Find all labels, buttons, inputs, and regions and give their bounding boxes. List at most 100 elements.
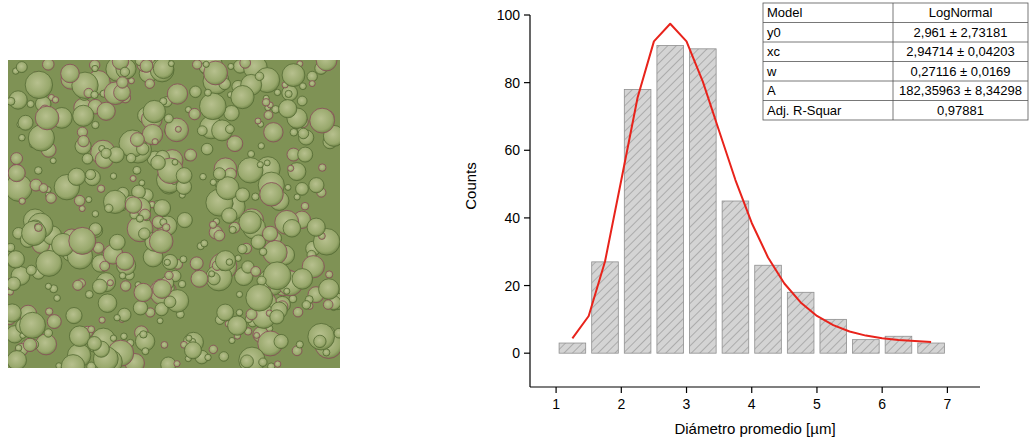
droplet <box>288 163 306 181</box>
droplet <box>157 318 163 324</box>
droplet <box>121 281 131 291</box>
droplet <box>16 62 27 73</box>
droplet <box>222 208 237 223</box>
droplet <box>79 206 85 212</box>
table-row-line <box>763 22 1028 23</box>
x-tick-label: 7 <box>943 396 951 412</box>
droplet <box>258 143 264 149</box>
droplet <box>226 125 235 134</box>
droplet <box>107 280 113 286</box>
droplet <box>114 315 120 321</box>
droplet <box>121 333 128 340</box>
droplet <box>193 60 202 69</box>
x-tick <box>947 387 948 393</box>
droplet <box>309 81 315 87</box>
droplet <box>314 335 326 347</box>
droplet <box>326 271 333 278</box>
droplet <box>91 91 98 98</box>
y-axis-title: Counts <box>462 162 479 210</box>
droplet <box>74 195 85 206</box>
droplet <box>11 153 23 165</box>
droplet <box>236 291 242 297</box>
droplet <box>255 118 261 124</box>
droplet <box>191 270 208 287</box>
table-key: Model <box>767 5 803 20</box>
droplet <box>229 222 240 233</box>
table-key: xc <box>767 44 781 59</box>
droplet <box>104 190 127 213</box>
droplet <box>190 86 202 98</box>
droplet <box>186 335 192 341</box>
droplet <box>283 220 301 238</box>
y-tick-label: 20 <box>504 278 520 294</box>
droplet <box>69 227 96 254</box>
droplet <box>259 248 267 256</box>
droplet <box>236 188 250 202</box>
table-value: 2,961 ± 2,73181 <box>914 25 1008 40</box>
droplet <box>288 165 294 171</box>
x-tick-label: 1 <box>552 396 560 412</box>
histogram-bar <box>755 265 782 353</box>
droplet <box>98 294 117 313</box>
droplet <box>142 124 162 144</box>
droplet <box>73 280 83 290</box>
y-tick <box>524 14 530 15</box>
histogram-bar <box>624 89 651 353</box>
droplet <box>39 184 48 193</box>
droplet <box>153 280 172 299</box>
droplet <box>119 272 126 279</box>
droplet <box>200 173 207 180</box>
droplet <box>8 97 15 105</box>
table-row-line <box>763 81 1028 82</box>
droplet <box>259 358 267 366</box>
droplet <box>8 277 21 291</box>
droplet <box>178 280 185 287</box>
droplet <box>35 224 43 232</box>
table-key: y0 <box>767 25 781 40</box>
droplet <box>215 251 235 271</box>
histogram-bar <box>853 340 880 354</box>
droplet <box>229 226 236 233</box>
droplet <box>203 61 209 67</box>
droplet <box>248 151 255 158</box>
table-row-line <box>763 61 1028 62</box>
droplet <box>145 79 154 88</box>
droplet <box>125 197 142 214</box>
histogram-bar <box>657 45 684 353</box>
droplet <box>190 257 203 270</box>
droplet <box>142 348 149 355</box>
micrograph-bg <box>8 60 340 368</box>
droplet <box>35 106 59 130</box>
droplet <box>86 197 92 203</box>
droplet <box>151 155 166 170</box>
droplet <box>88 326 95 333</box>
droplet <box>201 143 213 155</box>
droplet <box>177 213 192 228</box>
droplet <box>45 283 51 289</box>
droplet <box>209 221 216 228</box>
droplet <box>73 105 94 126</box>
droplet <box>97 185 104 192</box>
droplet <box>285 90 292 97</box>
y-axis-line <box>529 15 530 387</box>
droplet <box>201 240 208 247</box>
droplet <box>44 329 52 337</box>
droplet <box>257 162 263 168</box>
droplet <box>246 284 273 311</box>
droplet <box>130 133 144 147</box>
histogram-bar <box>918 343 945 353</box>
droplet <box>85 291 93 299</box>
droplet <box>26 265 36 275</box>
droplet <box>264 160 270 166</box>
droplet <box>175 126 181 132</box>
droplet <box>302 301 311 310</box>
droplet <box>152 139 158 145</box>
droplet <box>161 342 168 349</box>
x-tick <box>882 387 883 393</box>
droplet <box>226 259 233 266</box>
histogram-bar <box>592 262 619 353</box>
droplet <box>210 179 216 185</box>
droplet <box>101 148 111 158</box>
droplet <box>68 168 85 185</box>
table-key: A <box>767 83 776 98</box>
